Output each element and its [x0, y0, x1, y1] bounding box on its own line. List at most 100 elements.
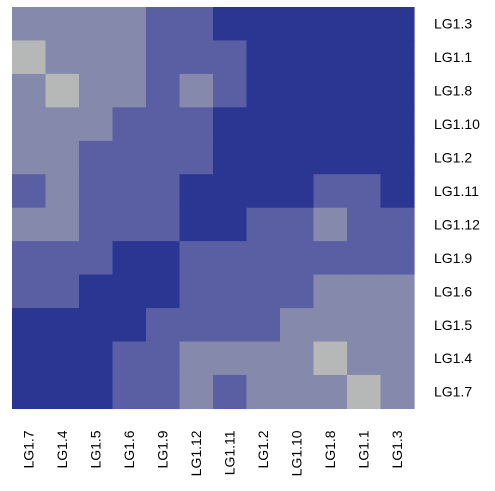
heatmap-cell [213, 140, 248, 175]
heatmap-cell [280, 174, 315, 209]
heatmap-cell [280, 308, 315, 343]
heatmap-cell [246, 341, 281, 376]
heatmap-cell [347, 241, 382, 276]
heatmap-cell [246, 40, 281, 75]
heatmap-cell [146, 274, 181, 309]
heatmap-cell [112, 207, 147, 242]
y-tick-label: LG1.12 [434, 216, 480, 232]
heatmap-cell [45, 7, 80, 42]
heatmap-cell [45, 341, 80, 376]
heatmap-cell [313, 241, 348, 276]
x-tick-label: LG1.7 [21, 430, 37, 468]
heatmap-cell [45, 140, 80, 175]
y-tick-label: LG1.5 [434, 317, 472, 333]
x-tick-label: LG1.8 [322, 430, 338, 468]
heatmap-cell [380, 107, 415, 142]
heatmap-cell [280, 374, 315, 409]
heatmap-cell [12, 341, 47, 376]
heatmap-cell [146, 7, 181, 42]
heatmap-cell [79, 207, 114, 242]
y-tick-label: LG1.11 [434, 183, 479, 199]
heatmap-cell [12, 73, 47, 108]
x-axis-tick-labels: LG1.7 LG1.4 LG1.5 LG1.6 LG1.9 LG1.12 LG1.11 LG1… [21, 430, 406, 476]
heatmap-cell [313, 274, 348, 309]
heatmap-cell [112, 73, 147, 108]
heatmap-cell [280, 40, 315, 75]
heatmap-cell [79, 107, 114, 142]
heatmap-cell [12, 40, 47, 75]
heatmap-cell [313, 40, 348, 75]
heatmap-cell [313, 107, 348, 142]
heatmap-cell [246, 174, 281, 209]
heatmap-cell [380, 308, 415, 343]
heatmap-cell [380, 174, 415, 209]
heatmap-cell [213, 207, 248, 242]
heatmap-cell [112, 174, 147, 209]
heatmap-cell [313, 207, 348, 242]
heatmap-cell [380, 207, 415, 242]
heatmap-cell [179, 140, 214, 175]
heatmap-cell [313, 140, 348, 175]
y-tick-label: LG1.9 [434, 250, 472, 266]
heatmap-cell [146, 107, 181, 142]
heatmap-cell [213, 341, 248, 376]
heatmap-cell [347, 7, 382, 42]
heatmap-cell [313, 308, 348, 343]
heatmap-cell [146, 241, 181, 276]
heatmap-cell [213, 308, 248, 343]
heatmap-cell [79, 140, 114, 175]
heatmap-cell [246, 241, 281, 276]
heatmap-cell [347, 374, 382, 409]
heatmap-cell [179, 341, 214, 376]
heatmap-cell [79, 274, 114, 309]
x-tick-label: LG1.5 [88, 430, 104, 468]
heatmap-cell [12, 241, 47, 276]
heatmap-cell [179, 174, 214, 209]
heatmap-cell [213, 174, 248, 209]
heatmap-cell [213, 73, 248, 108]
heatmap-cell [213, 274, 248, 309]
heatmap-cell [246, 207, 281, 242]
heatmap-cell [213, 374, 248, 409]
heatmap-cell [12, 308, 47, 343]
heatmap-cell [112, 40, 147, 75]
heatmap-cell [45, 207, 80, 242]
heatmap-cell [79, 341, 114, 376]
y-tick-label: LG1.4 [434, 350, 472, 366]
heatmap-cell [213, 241, 248, 276]
heatmap-cell [112, 274, 147, 309]
heatmap-cell [246, 73, 281, 108]
x-tick-label: LG1.1 [356, 430, 372, 468]
heatmap-cell [12, 140, 47, 175]
y-tick-label: LG1.2 [434, 150, 472, 166]
heatmap-cell [45, 241, 80, 276]
heatmap-cell [179, 241, 214, 276]
heatmap-cell [112, 7, 147, 42]
heatmap-cell [45, 174, 80, 209]
heatmap-cell [280, 241, 315, 276]
x-tick-label: LG1.9 [155, 430, 171, 468]
x-tick-label: LG1.3 [389, 430, 405, 468]
heatmap-cells [12, 7, 415, 409]
y-tick-label: LG1.6 [434, 283, 472, 299]
heatmap-cell [246, 274, 281, 309]
heatmap-cell [179, 308, 214, 343]
heatmap-cell [280, 341, 315, 376]
heatmap-cell [112, 341, 147, 376]
y-tick-label: LG1.7 [434, 384, 472, 400]
heatmap-cell [280, 140, 315, 175]
heatmap-cell [146, 73, 181, 108]
heatmap-cell [380, 241, 415, 276]
heatmap-cell [313, 7, 348, 42]
heatmap-cell [45, 308, 80, 343]
heatmap-cell [12, 374, 47, 409]
heatmap-cell [12, 274, 47, 309]
heatmap-cell [12, 174, 47, 209]
heatmap-cell [246, 140, 281, 175]
heatmap-cell [45, 274, 80, 309]
heatmap-cell [347, 73, 382, 108]
heatmap-cell [347, 107, 382, 142]
y-tick-label: LG1.8 [434, 83, 472, 99]
heatmap-cell [280, 73, 315, 108]
